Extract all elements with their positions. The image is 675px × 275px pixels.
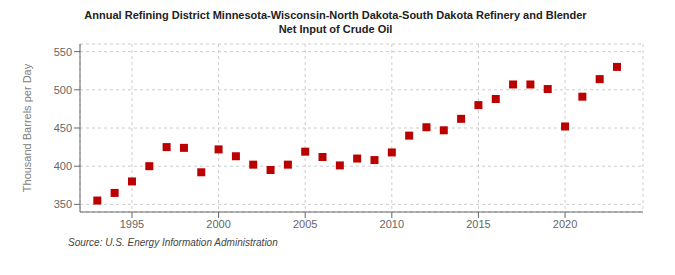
svg-text:Thousand Barrels per Day: Thousand Barrels per Day <box>21 63 33 192</box>
svg-text:2020: 2020 <box>553 218 577 230</box>
svg-text:2000: 2000 <box>206 218 230 230</box>
svg-text:550: 550 <box>54 46 72 58</box>
svg-text:450: 450 <box>54 122 72 134</box>
html-text:Source: U.S. Energy Informatio: Source: U.S. Energy Information Administ… <box>68 237 278 248</box>
svg-text:400: 400 <box>54 160 72 172</box>
svg-text:2010: 2010 <box>380 218 404 230</box>
html-text:Net Input of Crude Oil: Net Input of Crude Oil <box>278 23 393 35</box>
svg-text:500: 500 <box>54 84 72 96</box>
svg-text:2005: 2005 <box>293 218 317 230</box>
svg-text:1995: 1995 <box>120 218 144 230</box>
svg-text:350: 350 <box>54 198 72 210</box>
html-text:Annual Refining District Minne: Annual Refining District Minnesota-Wisco… <box>84 9 587 21</box>
svg-text:2015: 2015 <box>466 218 490 230</box>
